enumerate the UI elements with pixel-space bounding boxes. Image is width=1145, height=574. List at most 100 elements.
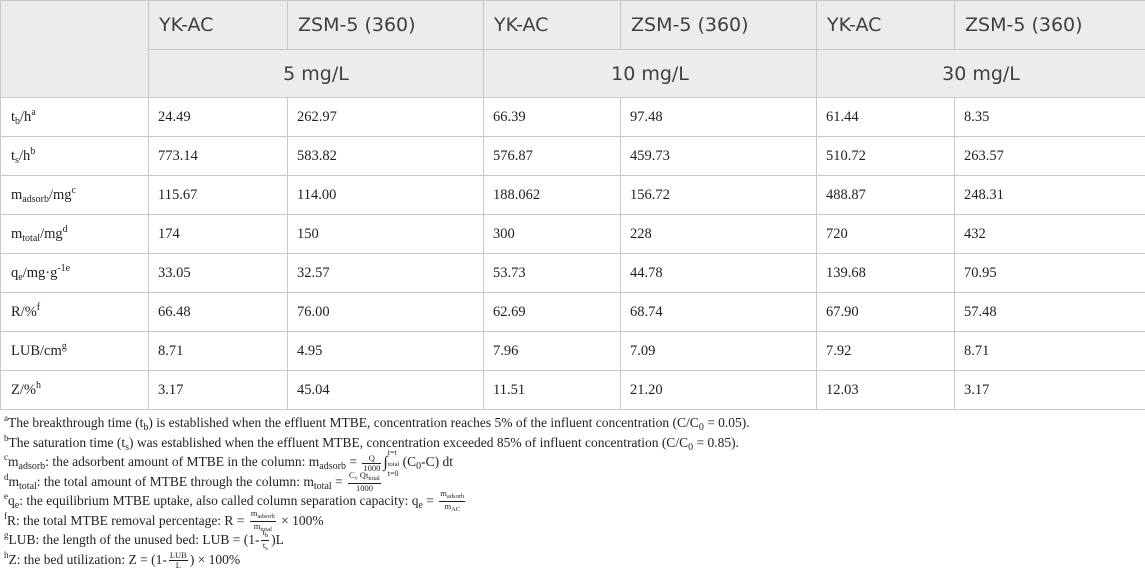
footnote-text: (C: [399, 454, 417, 470]
integral-upper-text: t=t: [387, 448, 397, 457]
footnote-text: = 0.85).: [693, 434, 739, 450]
table-cell: 24.49: [148, 97, 288, 137]
fraction-numerator: tb: [261, 527, 270, 542]
integral-sign: ∫: [383, 454, 388, 471]
table-cell: 33.05: [148, 253, 288, 293]
row-label-main: t: [11, 148, 16, 164]
fraction: madsorb mAC: [439, 488, 466, 514]
table-cell: 262.97: [287, 97, 484, 137]
fraction-denominator: mtotal: [250, 521, 276, 534]
footnote-g: gLUB: the length of the unused bed: LUB …: [4, 526, 1144, 553]
row-label: tb/ha: [0, 97, 149, 137]
header-material: ZSM-5 (360): [954, 0, 1145, 50]
fraction-numerator-text: C₀ Qt: [349, 470, 369, 481]
header-concentration: 5 mg/L: [148, 49, 484, 98]
footnote-text: m: [8, 454, 19, 470]
fraction-numerator-sub: adsorb: [446, 493, 465, 501]
row-label-tail: /mg: [48, 187, 72, 203]
row-label-sub: total: [22, 233, 41, 244]
footnote-mark: b: [4, 432, 9, 443]
row-label: madsorb/mgc: [0, 175, 149, 215]
table-cell: 150: [287, 214, 484, 254]
table-cell: 70.95: [954, 253, 1145, 293]
table-row: Z/%h 3.17 45.04 11.51 21.20 12.03 3.17: [0, 370, 1145, 410]
table-cell: 139.68: [816, 253, 955, 293]
footnote-mark: d: [4, 471, 9, 482]
footnote-sub: total: [313, 480, 332, 492]
footnote-text: Z: the bed utilization: Z = (1-: [8, 551, 167, 567]
row-label-main: LUB/cm: [11, 343, 62, 359]
fraction-numerator-sub: total: [368, 475, 380, 483]
table-cell: 44.78: [620, 253, 817, 293]
table-cell: 32.57: [287, 253, 484, 293]
footnote-mark: g: [4, 530, 9, 540]
table-cell: 61.44: [816, 97, 955, 137]
fraction-numerator-text: m: [440, 488, 447, 499]
table-row: R/%f 66.48 76.00 62.69 68.74 67.90 57.48: [0, 292, 1145, 332]
table-cell: 115.67: [148, 175, 288, 215]
footnote-text: : the total amount of MTBE through the c…: [36, 473, 314, 489]
table-cell: 188.062: [483, 175, 621, 215]
fraction: LUB L: [168, 549, 188, 570]
footnote-a: aThe breakthrough time (tb) is establish…: [4, 409, 1144, 433]
fraction-numerator: madsorb: [439, 488, 466, 503]
footnote-sub: b: [143, 422, 149, 433]
footnote-text: =: [422, 493, 438, 508]
row-label-tail: /mg·g: [22, 265, 58, 281]
results-table: YK-AC ZSM-5 (360) YK-AC ZSM-5 (360) YK-A…: [0, 0, 1145, 410]
table-row: tb/ha 24.49 262.97 66.39 97.48 61.44 8.35: [0, 97, 1145, 137]
fraction-numerator-text: t: [262, 527, 265, 538]
table-cell: 8.71: [148, 331, 288, 371]
footnote-h: hZ: the bed utilization: Z = (1- LUB L) × …: [4, 546, 1144, 570]
header-material: YK-AC: [483, 0, 621, 50]
row-label-main: m: [11, 187, 23, 203]
table-cell: 4.95: [287, 331, 484, 371]
table-cell: 720: [816, 214, 955, 254]
table-cell: 7.09: [620, 331, 817, 371]
footnote-sub: e: [14, 500, 20, 511]
row-label: ts/hb: [0, 136, 149, 176]
row-label-main: q: [11, 265, 19, 281]
footnote-mark: e: [4, 491, 8, 501]
table-cell: 248.31: [954, 175, 1145, 215]
table-cell: 76.00: [287, 292, 484, 332]
footnote-text: =: [331, 473, 347, 489]
row-label: qe/mg·g-1e: [0, 253, 149, 293]
table-cell: 66.48: [148, 292, 288, 332]
fraction: tb ts: [261, 527, 270, 553]
fraction-numerator-sub: b: [264, 532, 269, 540]
row-label-main: m: [11, 226, 23, 242]
table-cell: 67.90: [816, 292, 955, 332]
table-cell: 8.35: [954, 97, 1145, 137]
integral-upper: t=t total: [388, 448, 400, 469]
footnote-d: dmtotal: the total amount of MTBE throug…: [4, 468, 1144, 493]
fraction-denominator: 1000: [363, 462, 381, 473]
fraction-numerator: LUB: [168, 549, 188, 561]
table-cell: 3.17: [954, 370, 1145, 410]
table-cell: 97.48: [620, 97, 817, 137]
table-cell: 156.72: [620, 175, 817, 215]
footnote-text: The breakthrough time (t: [8, 415, 144, 430]
table-cell: 3.17: [148, 370, 288, 410]
header-material: YK-AC: [148, 0, 288, 50]
table-row: qe/mg·g-1e 33.05 32.57 53.73 44.78 139.68 70.9…: [0, 253, 1145, 293]
table-cell: 510.72: [816, 136, 955, 176]
table-cell: 114.00: [287, 175, 484, 215]
fraction-denominator: 1000: [355, 483, 373, 494]
footnote-sub: 0: [416, 461, 422, 473]
footnote-text: : the equilibrium MTBE uptake, also call…: [19, 493, 419, 508]
table-cell: 773.14: [148, 136, 288, 176]
row-label-sup: h: [35, 380, 41, 391]
table-cell: 459.73: [620, 136, 817, 176]
row-label: LUB/cmg: [0, 331, 149, 371]
footnote-sub: 0: [698, 422, 704, 433]
fraction-numerator: Q: [362, 453, 382, 464]
footnote-mark: h: [4, 549, 9, 560]
footnote-text: q: [8, 493, 15, 508]
fraction-denominator: L: [175, 559, 181, 570]
footnote-sub: 0: [688, 441, 694, 453]
row-label: R/%f: [0, 292, 149, 332]
footnote-text: -C) dt: [421, 454, 454, 470]
fraction-denominator: mAC: [439, 502, 465, 514]
footnote-b: bThe saturation time (ts) was establishe…: [4, 429, 1144, 453]
